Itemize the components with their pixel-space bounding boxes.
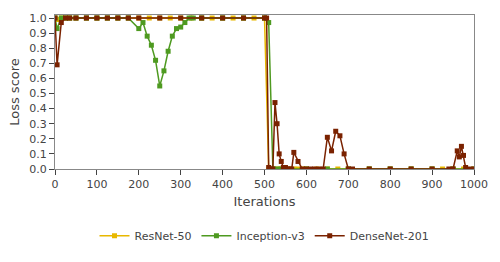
svg-text:400: 400 [212, 178, 233, 191]
svg-text:800: 800 [380, 178, 401, 191]
svg-text:0.5: 0.5 [29, 87, 47, 100]
svg-text:DenseNet-201: DenseNet-201 [350, 230, 429, 243]
svg-text:Iterations: Iterations [234, 194, 296, 209]
svg-text:ResNet-50: ResNet-50 [135, 230, 192, 243]
svg-text:Loss score: Loss score [7, 58, 22, 126]
svg-text:0.2: 0.2 [29, 133, 47, 146]
svg-text:200: 200 [128, 178, 149, 191]
svg-text:0.1: 0.1 [29, 148, 47, 161]
svg-text:0.3: 0.3 [29, 118, 47, 131]
svg-text:700: 700 [338, 178, 359, 191]
svg-text:0.8: 0.8 [29, 42, 47, 55]
svg-text:100: 100 [86, 178, 107, 191]
svg-text:500: 500 [254, 178, 275, 191]
svg-text:1000: 1000 [460, 178, 488, 191]
svg-text:0: 0 [52, 178, 59, 191]
svg-text:0.6: 0.6 [29, 72, 47, 85]
svg-text:600: 600 [296, 178, 317, 191]
svg-text:300: 300 [170, 178, 191, 191]
svg-text:Inception-v3: Inception-v3 [236, 230, 304, 243]
svg-text:900: 900 [422, 178, 443, 191]
svg-text:0.9: 0.9 [29, 27, 47, 40]
svg-text:0.0: 0.0 [29, 163, 47, 176]
svg-text:0.4: 0.4 [29, 102, 47, 115]
svg-text:0.7: 0.7 [29, 57, 47, 70]
svg-text:1.0: 1.0 [29, 12, 47, 25]
